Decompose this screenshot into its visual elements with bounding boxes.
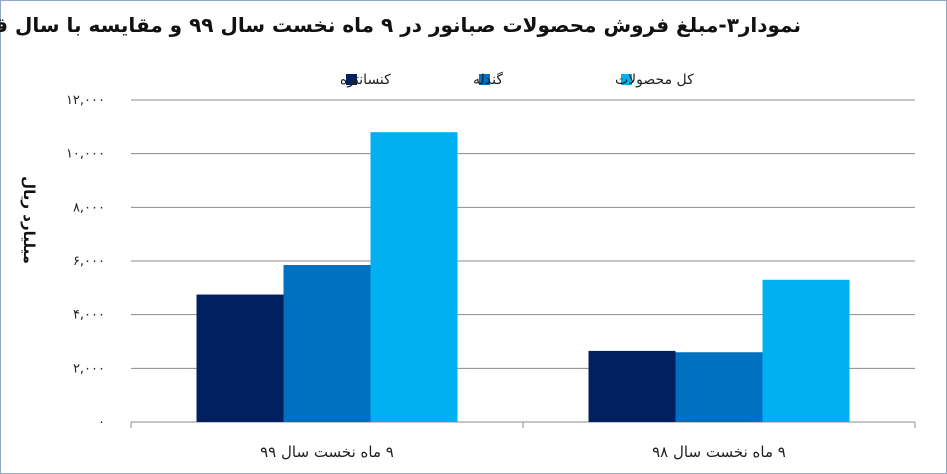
y-tick-label: ۱۰,۰۰۰ xyxy=(66,147,105,162)
chart-title: نمودار۳-مبلغ فروش محصولات صبانور در ۹ ما… xyxy=(0,13,801,37)
legend-label: کنسانتره xyxy=(340,72,391,88)
x-category-label: ۹ ماه نخست سال ۹۸ xyxy=(652,443,786,461)
bar-2-0 xyxy=(370,132,458,422)
legend-swatch xyxy=(621,74,632,85)
legend-label: گندله xyxy=(473,71,503,88)
y-tick-label: ۰ xyxy=(98,415,105,430)
bar-1-1 xyxy=(675,352,763,422)
bar-1-0 xyxy=(283,265,371,422)
legend-swatch xyxy=(479,74,490,85)
x-category-label: ۹ ماه نخست سال ۹۹ xyxy=(260,443,394,461)
bar-0-0 xyxy=(196,294,284,422)
y-tick-label: ۸,۰۰۰ xyxy=(73,200,105,215)
legend-swatch xyxy=(346,74,357,85)
bar-0-1 xyxy=(588,350,676,422)
y-tick-label: ۴,۰۰۰ xyxy=(73,308,105,323)
legend-label: کل محصولات xyxy=(615,72,694,88)
y-tick-label: ۶,۰۰۰ xyxy=(73,254,105,269)
y-tick-label: ۱۲,۰۰۰ xyxy=(66,93,105,108)
bar-2-1 xyxy=(762,279,850,422)
y-tick-label: ۲,۰۰۰ xyxy=(73,361,105,376)
